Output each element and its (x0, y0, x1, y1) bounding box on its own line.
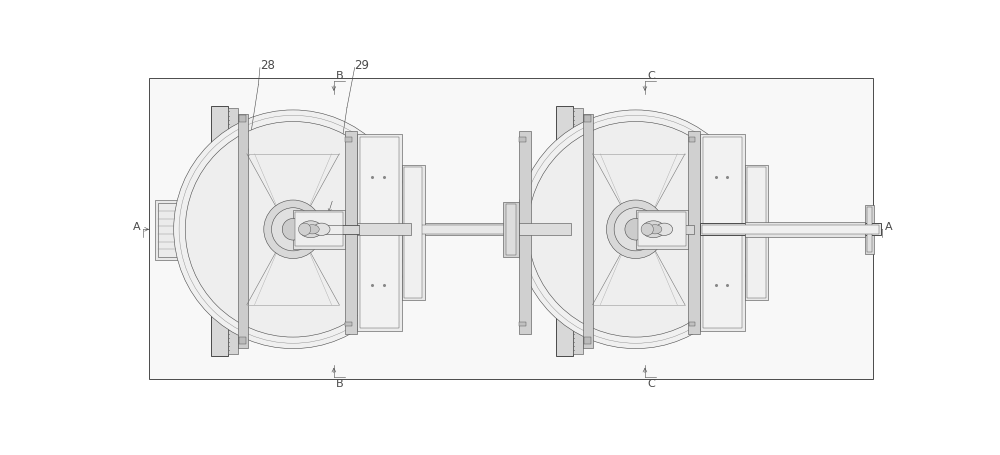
Bar (700, 135, 745, 331)
Bar (688, 131, 700, 334)
Circle shape (264, 201, 322, 259)
Bar (584, 337, 591, 344)
Text: C: C (647, 379, 655, 389)
Ellipse shape (299, 221, 322, 238)
Bar (506, 204, 516, 255)
Bar (865, 205, 874, 254)
Text: A: A (133, 222, 141, 232)
Text: B: B (336, 379, 344, 389)
Circle shape (298, 223, 311, 236)
Bar (357, 135, 402, 331)
Bar (556, 107, 573, 356)
Bar (345, 137, 352, 142)
Circle shape (516, 111, 755, 349)
Bar (295, 213, 343, 247)
Text: A: A (884, 222, 892, 232)
Circle shape (625, 219, 646, 241)
Bar (703, 137, 742, 328)
Bar (357, 223, 411, 236)
Bar (573, 108, 583, 354)
Bar (360, 137, 399, 328)
Text: 28: 28 (260, 59, 275, 72)
Bar (638, 213, 686, 247)
Bar (584, 116, 591, 123)
Bar (412, 225, 505, 234)
Ellipse shape (648, 225, 662, 234)
Bar (155, 201, 195, 261)
Text: C: C (647, 71, 655, 81)
Bar (745, 222, 865, 238)
Bar (345, 131, 357, 334)
Bar (519, 131, 531, 334)
Bar (747, 167, 766, 298)
Bar (322, 225, 359, 234)
Bar (293, 211, 345, 249)
Circle shape (614, 208, 657, 251)
Bar (158, 204, 192, 258)
Bar (211, 107, 228, 356)
Circle shape (185, 122, 401, 337)
Bar (404, 167, 422, 298)
Circle shape (271, 208, 315, 251)
Bar (657, 225, 694, 234)
Bar (239, 116, 246, 123)
Bar (239, 337, 246, 344)
Text: 29: 29 (354, 59, 369, 72)
Bar (689, 322, 695, 327)
Bar (195, 219, 212, 241)
Bar (149, 79, 873, 379)
Bar (519, 137, 526, 142)
Bar (519, 223, 571, 236)
Bar (503, 202, 519, 258)
Circle shape (174, 111, 412, 349)
Circle shape (641, 223, 653, 236)
Ellipse shape (656, 223, 673, 236)
Bar (345, 322, 352, 327)
Bar (238, 115, 248, 348)
Circle shape (282, 219, 304, 241)
Circle shape (606, 201, 665, 259)
Bar (228, 108, 238, 354)
Circle shape (528, 122, 744, 337)
Bar (689, 137, 695, 142)
Ellipse shape (305, 225, 319, 234)
Bar (402, 165, 425, 300)
Bar (700, 223, 881, 236)
Text: B: B (336, 71, 344, 81)
Bar (583, 115, 593, 348)
Bar (867, 207, 872, 252)
Bar (519, 322, 526, 327)
Ellipse shape (313, 223, 330, 236)
Bar (702, 225, 879, 234)
Bar (636, 211, 688, 249)
Bar (411, 223, 506, 236)
Ellipse shape (642, 221, 665, 238)
Bar (745, 165, 768, 300)
